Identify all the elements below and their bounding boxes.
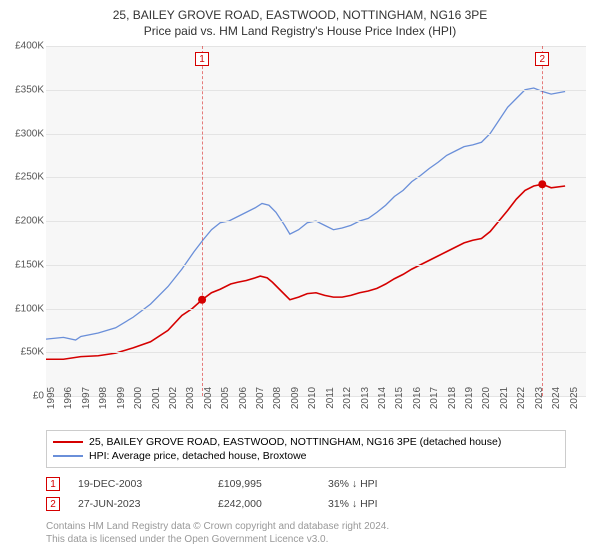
footer-line1: Contains HM Land Registry data © Crown c…: [46, 520, 566, 533]
xtick-label: 2022: [516, 387, 527, 409]
xtick-label: 1995: [46, 387, 57, 409]
sale-row-marker: 2: [46, 497, 60, 511]
legend-label: HPI: Average price, detached house, Brox…: [89, 450, 307, 462]
ytick-label: £100K: [4, 303, 44, 314]
series-blue: [46, 88, 565, 340]
gridline: [46, 134, 586, 135]
legend-box: 25, BAILEY GROVE ROAD, EASTWOOD, NOTTING…: [46, 430, 566, 468]
ytick-label: £200K: [4, 216, 44, 227]
xtick-label: 2015: [394, 387, 405, 409]
xtick-label: 2025: [569, 387, 580, 409]
xtick-label: 2006: [238, 387, 249, 409]
xtick-label: 2020: [481, 387, 492, 409]
plot-area: 12: [46, 46, 586, 397]
ytick-label: £0: [4, 391, 44, 402]
sale-row-marker: 1: [46, 477, 60, 491]
gridline: [46, 309, 586, 310]
ytick-label: £50K: [4, 347, 44, 358]
xtick-label: 1997: [81, 387, 92, 409]
sale-date: 27-JUN-2023: [78, 498, 218, 510]
xtick-label: 2000: [133, 387, 144, 409]
legend-row: HPI: Average price, detached house, Brox…: [53, 449, 559, 463]
sale-diff: 36% ↓ HPI: [328, 478, 378, 490]
sale-price: £242,000: [218, 498, 328, 510]
xtick-label: 2014: [377, 387, 388, 409]
gridline: [46, 46, 586, 47]
gridline: [46, 90, 586, 91]
ytick-label: £250K: [4, 172, 44, 183]
gridline: [46, 352, 586, 353]
ytick-label: £350K: [4, 84, 44, 95]
xtick-label: 2009: [290, 387, 301, 409]
footer-text: Contains HM Land Registry data © Crown c…: [46, 520, 566, 546]
series-red: [46, 184, 565, 359]
xtick-label: 2001: [151, 387, 162, 409]
xtick-label: 1999: [116, 387, 127, 409]
gridline: [46, 265, 586, 266]
xtick-label: 2003: [185, 387, 196, 409]
footer-line2: This data is licensed under the Open Gov…: [46, 533, 566, 546]
xtick-label: 2023: [534, 387, 545, 409]
xtick-label: 2013: [360, 387, 371, 409]
sale-row: 2 27-JUN-2023£242,00031% ↓ HPI: [46, 494, 566, 514]
xtick-label: 2021: [499, 387, 510, 409]
xtick-label: 2004: [203, 387, 214, 409]
sale-rows: 1 19-DEC-2003£109,99536% ↓ HPI 2 27-JUN-202…: [46, 474, 566, 514]
ytick-label: £150K: [4, 259, 44, 270]
xtick-label: 2017: [429, 387, 440, 409]
xtick-label: 2002: [168, 387, 179, 409]
legend-row: 25, BAILEY GROVE ROAD, EASTWOOD, NOTTING…: [53, 435, 559, 449]
chart-subtitle: Price paid vs. HM Land Registry's House …: [0, 22, 600, 38]
chart-title: 25, BAILEY GROVE ROAD, EASTWOOD, NOTTING…: [0, 0, 600, 22]
xtick-label: 1998: [98, 387, 109, 409]
xtick-label: 2007: [255, 387, 266, 409]
xtick-label: 2019: [464, 387, 475, 409]
sale-date: 19-DEC-2003: [78, 478, 218, 490]
xtick-label: 2005: [220, 387, 231, 409]
gridline: [46, 221, 586, 222]
ytick-label: £300K: [4, 128, 44, 139]
sale-row: 1 19-DEC-2003£109,99536% ↓ HPI: [46, 474, 566, 494]
sale-vline: [202, 46, 203, 396]
sale-marker-box: 1: [195, 52, 209, 66]
xtick-label: 2012: [342, 387, 353, 409]
sale-vline: [542, 46, 543, 396]
sale-marker-box: 2: [535, 52, 549, 66]
ytick-label: £400K: [4, 41, 44, 52]
xtick-label: 2016: [412, 387, 423, 409]
xtick-label: 2010: [307, 387, 318, 409]
xtick-label: 1996: [63, 387, 74, 409]
sale-diff: 31% ↓ HPI: [328, 498, 378, 510]
xtick-label: 2024: [551, 387, 562, 409]
xtick-label: 2018: [447, 387, 458, 409]
gridline: [46, 177, 586, 178]
xtick-label: 2011: [325, 387, 336, 409]
xtick-label: 2008: [272, 387, 283, 409]
chart-container: 25, BAILEY GROVE ROAD, EASTWOOD, NOTTING…: [0, 0, 600, 560]
legend-label: 25, BAILEY GROVE ROAD, EASTWOOD, NOTTING…: [89, 436, 501, 448]
sale-price: £109,995: [218, 478, 328, 490]
legend-swatch: [53, 455, 83, 457]
legend-swatch: [53, 441, 83, 443]
